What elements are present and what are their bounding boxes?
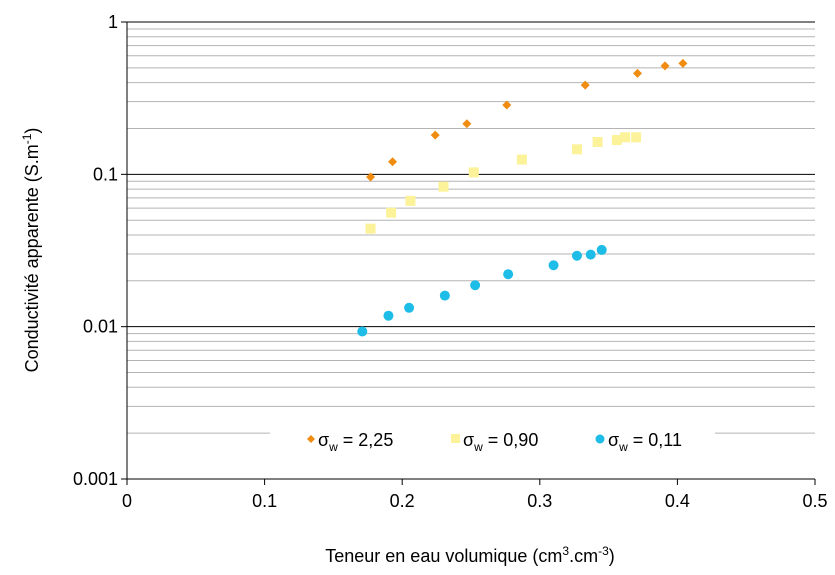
x-tick-label: 0.2 bbox=[390, 491, 415, 511]
data-point-series-1 bbox=[430, 130, 440, 140]
x-tick-label: 0.1 bbox=[252, 491, 277, 511]
data-point-series-2 bbox=[631, 132, 642, 143]
data-point-series-1 bbox=[366, 172, 376, 182]
data-point-series-2 bbox=[592, 137, 603, 148]
data-point-series-1 bbox=[660, 61, 670, 71]
data-point-series-1 bbox=[678, 58, 688, 68]
tick-labels: 0 0.1 0.2 0.3 0.4 0.5 0.001 0.01 0.1 1 bbox=[73, 12, 828, 511]
data-point-series-3 bbox=[571, 250, 582, 261]
legend-box bbox=[270, 422, 715, 456]
legend-label-series-3: σw = 0,11 bbox=[608, 430, 682, 454]
data-point-series-3 bbox=[596, 244, 607, 255]
data-point-series-1 bbox=[388, 157, 398, 167]
data-point-series-1 bbox=[632, 68, 642, 78]
x-tick-label: 0.5 bbox=[802, 491, 827, 511]
data-point-series-1 bbox=[580, 80, 590, 90]
data-point-series-3 bbox=[470, 280, 481, 291]
y-tick-label: 0.01 bbox=[83, 317, 118, 337]
data-point-series-3 bbox=[357, 326, 368, 337]
legend: σw = 2,25 σw = 0,90 σw = 0,11 bbox=[270, 422, 715, 456]
x-tick-label: 0.4 bbox=[665, 491, 690, 511]
data-point-series-3 bbox=[503, 269, 514, 280]
data-point-series-1 bbox=[502, 100, 512, 110]
data-point-series-2 bbox=[386, 207, 397, 218]
x-tick-label: 0 bbox=[122, 491, 132, 511]
x-tick-label: 0.3 bbox=[527, 491, 552, 511]
data-point-series-1 bbox=[462, 119, 472, 129]
legend-marker-series-1 bbox=[307, 435, 315, 443]
legend-label-series-2: σw = 0,90 bbox=[463, 430, 538, 454]
data-point-series-2 bbox=[405, 195, 416, 206]
data-point-series-3 bbox=[404, 302, 415, 313]
data-point-series-3 bbox=[548, 260, 559, 271]
data-point-series-3 bbox=[383, 310, 394, 321]
legend-marker-series-2 bbox=[451, 434, 460, 443]
y-tick-label: 0.1 bbox=[93, 164, 118, 184]
axes bbox=[121, 21, 816, 485]
y-tick-label: 0.001 bbox=[73, 469, 118, 489]
data-point-series-2 bbox=[516, 154, 527, 165]
data-point-series-2 bbox=[365, 223, 376, 234]
y-tick-label: 1 bbox=[108, 12, 118, 32]
x-axis-title: Teneur en eau volumique (cm3.cm-3) bbox=[325, 544, 615, 566]
y-axis-title: Conductivité apparente (S.m-1) bbox=[20, 128, 42, 373]
data-point-series-2 bbox=[571, 144, 582, 155]
gridlines bbox=[127, 21, 815, 480]
data-points bbox=[357, 58, 688, 337]
data-point-series-2 bbox=[468, 167, 479, 178]
data-point-series-3 bbox=[585, 249, 596, 260]
data-point-series-2 bbox=[611, 135, 622, 146]
data-point-series-2 bbox=[620, 132, 631, 143]
data-point-series-2 bbox=[438, 181, 449, 192]
legend-marker-series-3 bbox=[595, 434, 605, 444]
data-point-series-3 bbox=[439, 290, 450, 301]
legend-label-series-1: σw = 2,25 bbox=[318, 430, 393, 454]
